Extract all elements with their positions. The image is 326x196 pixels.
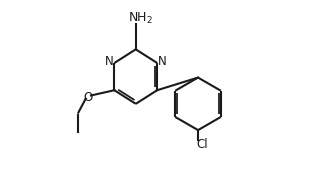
- Text: O: O: [83, 91, 93, 103]
- Text: Cl: Cl: [196, 138, 208, 151]
- Text: N: N: [105, 55, 113, 68]
- Text: NH$_2$: NH$_2$: [128, 11, 153, 26]
- Text: N: N: [158, 55, 167, 68]
